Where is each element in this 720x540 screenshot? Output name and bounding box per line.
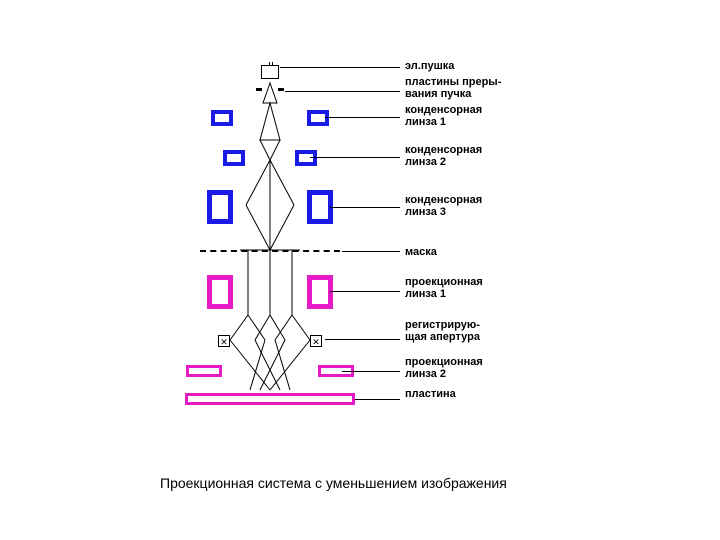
leader-line — [342, 251, 400, 252]
blanking-plate — [256, 88, 262, 91]
leader-line — [310, 157, 400, 158]
label-cond3: конденсорнаялинза 3 — [405, 195, 482, 218]
electron-optics-diagram: ✕ ✕ эл.пушка пластины преры-вания пучка конд… — [130, 55, 590, 465]
label-cond2: конденсорнаялинза 2 — [405, 145, 482, 168]
proj2-lens — [186, 365, 222, 377]
leader-line — [330, 291, 400, 292]
blanking-plate — [278, 88, 284, 91]
label-proj2: проекционнаялинза 2 — [405, 357, 483, 380]
wafer-plate — [185, 393, 355, 405]
leader-line — [325, 117, 400, 118]
label-cond1: конденсорнаялинза 1 — [405, 105, 482, 128]
aperture-stop: ✕ — [310, 335, 322, 347]
label-mask: маска — [405, 247, 437, 259]
label-plates: пластины преры-вания пучка — [405, 77, 501, 100]
label-apert: регистрирую-щая апертура — [405, 320, 480, 343]
label-wafer: пластина — [405, 389, 456, 401]
leader-line — [280, 67, 400, 68]
aperture-stop: ✕ — [218, 335, 230, 347]
cond1-lens — [211, 110, 233, 126]
electron-gun — [261, 65, 279, 79]
cond2-lens — [295, 150, 317, 166]
label-proj1: проекционнаялинза 1 — [405, 277, 483, 300]
leader-line — [325, 339, 400, 340]
label-gun: эл.пушка — [405, 61, 454, 73]
cond3-lens — [207, 190, 233, 224]
cond1-lens — [307, 110, 329, 126]
leader-line — [342, 371, 400, 372]
caption: Проекционная система с уменьшением изобр… — [160, 475, 507, 491]
leader-line — [285, 91, 400, 92]
proj1-lens — [307, 275, 333, 309]
leader-line — [330, 207, 400, 208]
mask-plane — [200, 250, 340, 252]
proj1-lens — [207, 275, 233, 309]
leader-line — [355, 399, 400, 400]
cond2-lens — [223, 150, 245, 166]
